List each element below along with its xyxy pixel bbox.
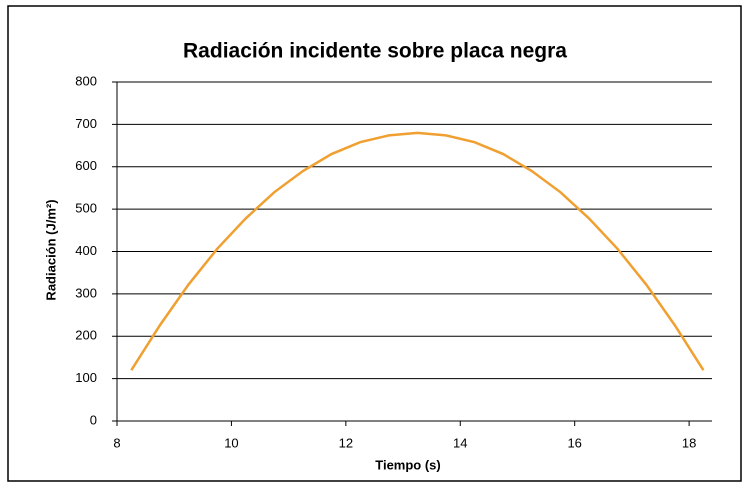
chart-title: Radiación incidente sobre placa negra bbox=[183, 40, 567, 63]
y-tick-label: 700 bbox=[75, 116, 97, 131]
y-tick-label: 500 bbox=[75, 201, 97, 216]
data-line bbox=[130, 131, 705, 371]
y-tick-label: 400 bbox=[75, 243, 97, 258]
y-tick-label: 200 bbox=[75, 328, 97, 343]
y-tick-label: 300 bbox=[75, 285, 97, 300]
x-tick-label: 12 bbox=[339, 435, 353, 450]
y-tick-label: 800 bbox=[75, 73, 97, 88]
x-axis-title: Tiempo (s) bbox=[375, 457, 441, 472]
x-tick-label: 16 bbox=[567, 435, 581, 450]
y-tick-label: 600 bbox=[75, 158, 97, 173]
x-tick-label: 18 bbox=[682, 435, 696, 450]
x-tick-label: 10 bbox=[224, 435, 238, 450]
y-axis-title: Radiación (J/m²) bbox=[43, 199, 58, 300]
x-tick-label: 8 bbox=[113, 435, 120, 450]
x-tick-label: 14 bbox=[453, 435, 467, 450]
chart-frame bbox=[7, 5, 742, 482]
y-tick-label: 100 bbox=[75, 370, 97, 385]
y-tick-label: 0 bbox=[90, 412, 97, 427]
